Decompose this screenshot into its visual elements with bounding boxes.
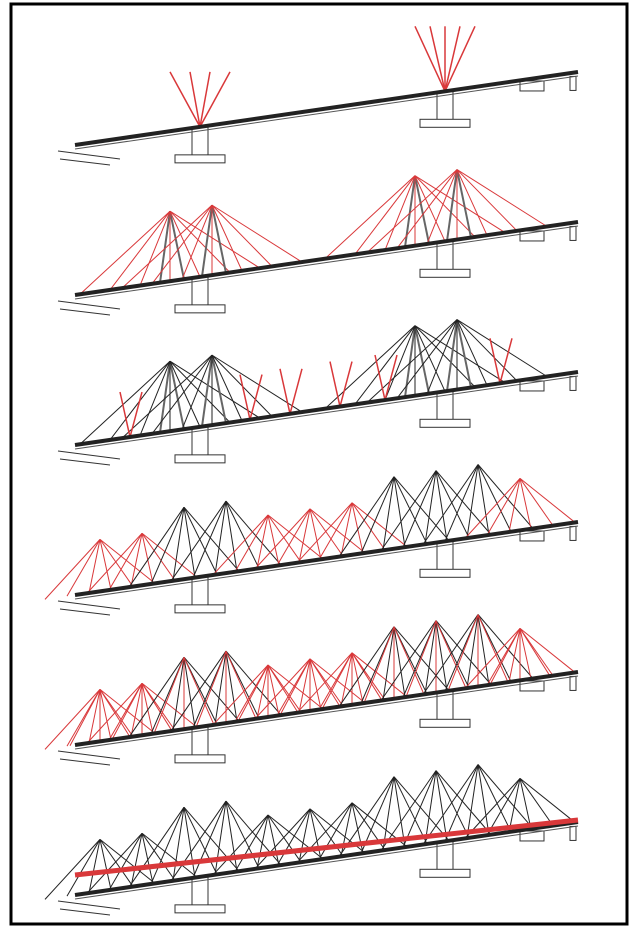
pier-footing [420,119,470,127]
pier-footing [175,755,225,763]
pier-footing [175,455,225,463]
pier-footing [175,155,225,163]
pier-footing [420,869,470,877]
end-post [570,676,576,690]
end-post [570,376,576,390]
pier-footing [420,419,470,427]
page: (() => { const svg = document.getElement… [0,0,638,928]
pier-footing [175,905,225,913]
pier-footing [420,569,470,577]
pier-footing [175,605,225,613]
pier-footing [175,305,225,313]
end-post [570,76,576,90]
bridge-stages-figure [0,0,638,928]
end-post [570,226,576,240]
pier-footing [420,719,470,727]
pier-footing [420,269,470,277]
end-post [570,526,576,540]
end-post [570,826,576,840]
